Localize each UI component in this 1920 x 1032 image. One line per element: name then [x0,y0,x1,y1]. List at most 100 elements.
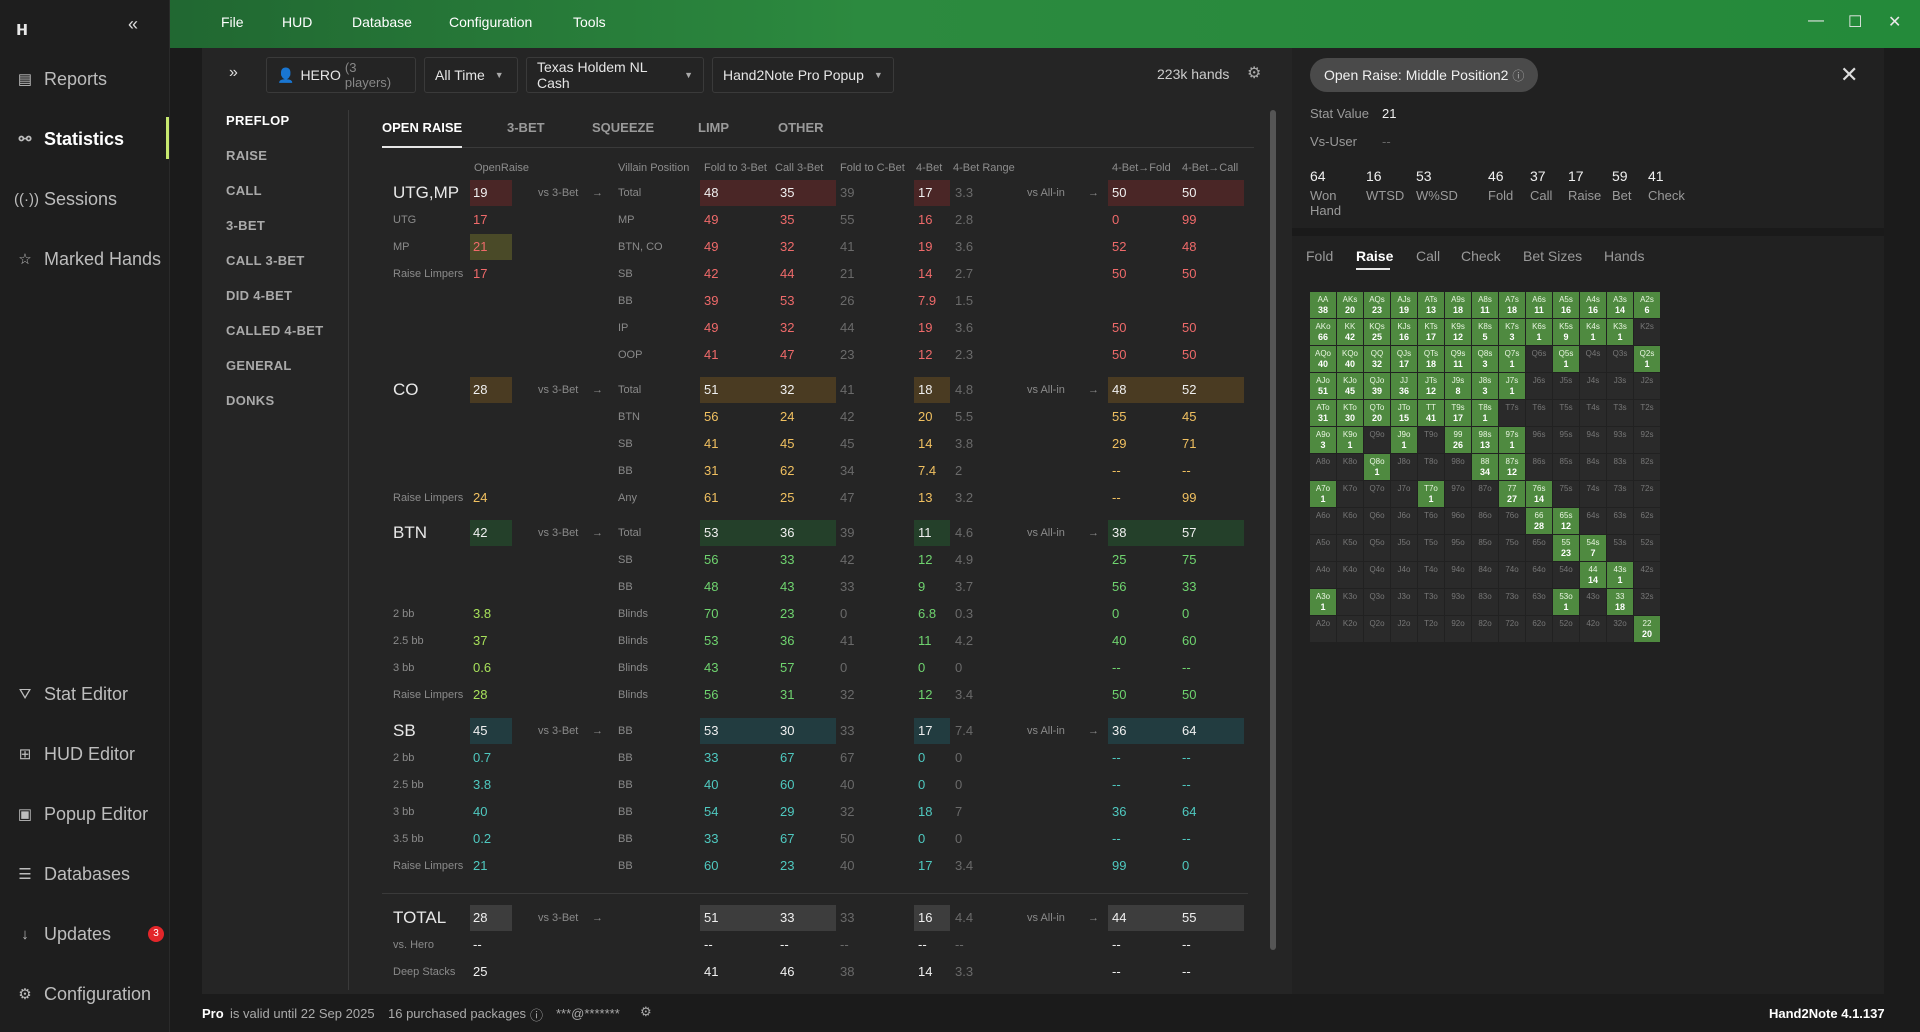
hand-cell[interactable]: A5s 16 [1553,292,1579,318]
hand-cell[interactable]: A7s 18 [1499,292,1525,318]
hand-cell[interactable]: T8o [1418,454,1444,480]
hand-cell[interactable]: J7s 1 [1499,373,1525,399]
hand-cell[interactable]: 32s [1634,589,1660,615]
hand-cell[interactable]: J3s [1607,373,1633,399]
hand-cell[interactable]: A9o 3 [1310,427,1336,453]
hand-cell[interactable]: K8o [1337,454,1363,480]
hand-cell[interactable]: 44 14 [1580,562,1606,588]
hand-cell[interactable]: 54s 7 [1580,535,1606,561]
hand-cell[interactable]: Q2o [1364,616,1390,642]
hand-cell[interactable]: Q4o [1364,562,1390,588]
collapse-sidebar-button[interactable]: « [128,14,139,34]
hand-cell[interactable]: J7o [1391,481,1417,507]
close-window-icon[interactable]: ✕ [1888,14,1902,31]
hand-cell[interactable]: 43o [1580,589,1606,615]
hand-cell[interactable]: 54o [1553,562,1579,588]
hand-cell[interactable]: QTs 18 [1418,346,1444,372]
hand-cell[interactable]: 55 23 [1553,535,1579,561]
hand-cell[interactable]: 73o [1499,589,1525,615]
hand-cell[interactable]: K6o [1337,508,1363,534]
category-general[interactable]: GENERAL [226,358,292,373]
hand-cell[interactable]: 84s [1580,454,1606,480]
hand-cell[interactable]: A4o [1310,562,1336,588]
vertical-scrollbar[interactable] [1270,110,1276,950]
tab-other[interactable]: OTHER [778,120,824,135]
hand-cell[interactable]: T4o [1418,562,1444,588]
hand-cell[interactable]: A8o [1310,454,1336,480]
tab-3-bet[interactable]: 3-BET [507,120,545,135]
hand-cell[interactable]: 43s 1 [1607,562,1633,588]
hand-cell[interactable]: 42o [1580,616,1606,642]
hand-cell[interactable]: K4o [1337,562,1363,588]
hand-cell[interactable]: Q4s [1580,346,1606,372]
hand-cell[interactable]: 42s [1634,562,1660,588]
hand-cell[interactable]: A8s 11 [1472,292,1498,318]
hand-cell[interactable]: K9o 1 [1337,427,1363,453]
hand-cell[interactable]: 95o [1445,535,1471,561]
hand-cell[interactable]: Q3o [1364,589,1390,615]
hand-cell[interactable]: T4s [1580,400,1606,426]
hand-cell[interactable]: Q6o [1364,508,1390,534]
hand-cell[interactable]: K7s 3 [1499,319,1525,345]
category-preflop[interactable]: PREFLOP [226,113,290,128]
hand-cell[interactable]: Q2s 1 [1634,346,1660,372]
game-filter-dropdown[interactable]: Texas Holdem NL Cash ▼ [526,57,704,93]
time-filter-dropdown[interactable]: All Time ▼ [424,57,518,93]
hand-cell[interactable]: J5s [1553,373,1579,399]
category-did-4-bet[interactable]: DID 4-BET [226,288,293,303]
hand-cell[interactable]: J5o [1391,535,1417,561]
menu-file[interactable]: File [221,14,244,30]
hand-cell[interactable]: A7o 1 [1310,481,1336,507]
hand-cell[interactable]: T2s [1634,400,1660,426]
hand-cell[interactable]: KTo 30 [1337,400,1363,426]
hand-cell[interactable]: T5s [1553,400,1579,426]
hand-cell[interactable]: K5s 9 [1553,319,1579,345]
hand-cell[interactable]: 83o [1472,589,1498,615]
hand-cell[interactable]: 95s [1553,427,1579,453]
range-tab-fold[interactable]: Fold [1306,248,1334,264]
hand-cell[interactable]: ATs 13 [1418,292,1444,318]
hand-cell[interactable]: 96o [1445,508,1471,534]
hand-cell[interactable]: 62o [1526,616,1552,642]
hand-cell[interactable]: AQo 40 [1310,346,1336,372]
close-popup-icon[interactable]: ✕ [1840,62,1859,87]
hand-cell[interactable]: Q7s 1 [1499,346,1525,372]
hand-cell[interactable]: 85s [1553,454,1579,480]
hand-cell[interactable]: K3s 1 [1607,319,1633,345]
hand-cell[interactable]: K9s 12 [1445,319,1471,345]
hand-cell[interactable]: 65s 12 [1553,508,1579,534]
hand-cell[interactable]: 22 20 [1634,616,1660,642]
hand-cell[interactable]: KQo 40 [1337,346,1363,372]
hand-cell[interactable]: TT 41 [1418,400,1444,426]
nav-item-reports[interactable]: ▤ Reports [14,64,107,94]
hand-cell[interactable]: KQs 25 [1364,319,1390,345]
hand-cell[interactable]: 73s [1607,481,1633,507]
hand-cell[interactable]: 94s [1580,427,1606,453]
hand-cell[interactable]: AKs 20 [1337,292,1363,318]
hand-cell[interactable]: T6o [1418,508,1444,534]
nav-item-updates[interactable]: ↓ Updates [14,919,111,949]
hand-cell[interactable]: T6s [1526,400,1552,426]
hand-cell[interactable]: QJs 17 [1391,346,1417,372]
hand-cell[interactable]: 62s [1634,508,1660,534]
nav-item-configuration[interactable]: ⚙ Configuration [14,979,151,1009]
player-selector[interactable]: 👤 HERO (3 players) [266,57,416,93]
hand-cell[interactable]: J2o [1391,616,1417,642]
hand-cell[interactable]: K2o [1337,616,1363,642]
hand-cell[interactable]: 86s [1526,454,1552,480]
nav-item-hud-editor[interactable]: ⊞ HUD Editor [14,739,135,769]
hand-cell[interactable]: A5o [1310,535,1336,561]
hand-cell[interactable]: K7o [1337,481,1363,507]
hand-cell[interactable]: 96s [1526,427,1552,453]
hand-cell[interactable]: AJs 19 [1391,292,1417,318]
hand-cell[interactable]: 82s [1634,454,1660,480]
category-donks[interactable]: DONKS [226,393,275,408]
menu-hud[interactable]: HUD [282,14,313,30]
hand-cell[interactable]: 76s 14 [1526,481,1552,507]
hand-cell[interactable]: A2s 6 [1634,292,1660,318]
hand-cell[interactable]: 87o [1472,481,1498,507]
nav-item-marked-hands[interactable]: ☆ Marked Hands [14,244,161,274]
maximize-icon[interactable]: ☐ [1848,14,1863,31]
hand-cell[interactable]: 72o [1499,616,1525,642]
category-call-3-bet[interactable]: CALL 3-BET [226,253,305,268]
